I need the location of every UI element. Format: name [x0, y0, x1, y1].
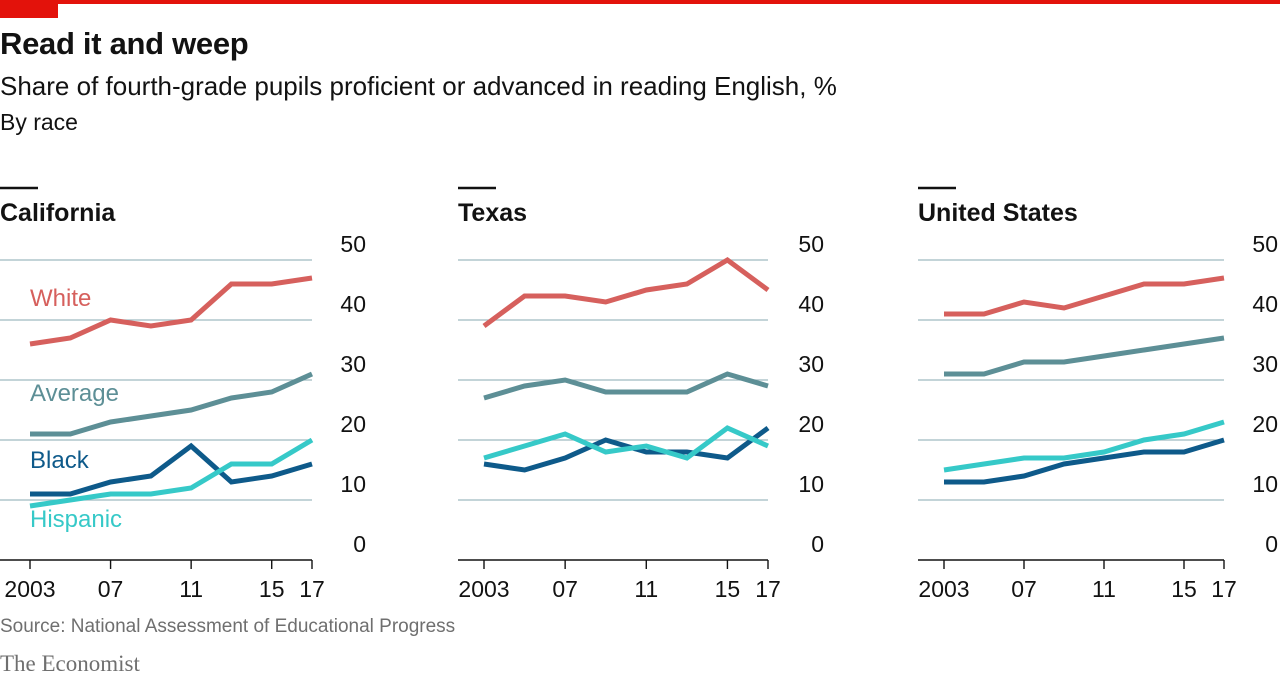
y-tick-label: 10 [1252, 471, 1278, 497]
panel-title-texas: Texas [458, 199, 527, 227]
y-tick-label: 30 [340, 351, 366, 377]
x-tick-label: 11 [634, 576, 658, 602]
panel-title-california: California [0, 199, 116, 227]
x-tick-label: 11 [179, 576, 203, 602]
y-tick-label: 50 [340, 231, 366, 257]
x-tick-label: 15 [259, 576, 285, 602]
x-tick-label: 07 [1011, 576, 1037, 602]
series-line-white [29, 275, 313, 347]
y-tick-label: 50 [1252, 231, 1278, 257]
series-label-hispanic: Hispanic [30, 506, 122, 533]
x-tick-label: 07 [98, 576, 124, 602]
y-tick-label: 40 [340, 291, 366, 317]
series-line-white [944, 275, 1225, 317]
series-line-average [483, 371, 769, 401]
series-label-average: Average [30, 380, 119, 407]
panel-united-states: United States 0 10 20 30 40 50 2003 07 11 15 17 [918, 186, 1278, 602]
series-line-white [482, 257, 770, 329]
chart-title: Read it and weep [0, 26, 249, 61]
brand-logo-text: The Economist [0, 651, 140, 676]
series-line-black [483, 425, 770, 473]
x-tick-label: 15 [715, 576, 741, 602]
y-tick-label: 0 [811, 531, 824, 557]
panel-california: California 0 10 20 30 40 50 2003 07 11 15 17 White Av… [0, 186, 366, 602]
x-tick-label: 17 [299, 576, 325, 602]
y-tick-label: 20 [1252, 411, 1278, 437]
y-tick-label: 20 [798, 411, 824, 437]
panel-title-united-states: United States [918, 199, 1078, 227]
series-label-black: Black [30, 447, 90, 474]
series-line-hispanic [483, 425, 770, 461]
series-line-black [30, 442, 313, 497]
y-tick-label: 50 [798, 231, 824, 257]
x-tick-label: 2003 [918, 576, 969, 602]
y-tick-label: 40 [1252, 291, 1278, 317]
top-accent-rule [0, 0, 1280, 4]
y-tick-label: 40 [798, 291, 824, 317]
series-line-black [944, 437, 1225, 485]
y-tick-label: 20 [340, 411, 366, 437]
panel-texas: Texas 0 10 20 30 40 50 2003 07 11 15 17 [458, 186, 824, 602]
x-tick-label: 17 [755, 576, 781, 602]
series-label-white: White [30, 285, 91, 312]
x-tick-label: 15 [1171, 576, 1197, 602]
y-tick-label: 30 [1252, 351, 1278, 377]
source-note: Source: National Assessment of Education… [0, 616, 456, 637]
x-tick-label: 11 [1092, 576, 1116, 602]
y-tick-label: 0 [1265, 531, 1278, 557]
chart-subtitle: Share of fourth-grade pupils proficient … [0, 71, 837, 101]
economist-red-tag [0, 0, 58, 18]
small-multiples-charts: California 0 10 20 30 40 50 2003 07 11 15 17 White Av… [0, 186, 1278, 602]
series-line-average [30, 371, 314, 437]
x-tick-label: 2003 [458, 576, 509, 602]
series-line-hispanic [29, 437, 314, 509]
y-tick-label: 10 [340, 471, 366, 497]
series-line-average [944, 335, 1225, 377]
x-tick-label: 2003 [4, 576, 55, 602]
y-tick-label: 10 [798, 471, 824, 497]
y-tick-label: 30 [798, 351, 824, 377]
y-tick-label: 0 [353, 531, 366, 557]
x-tick-label: 17 [1211, 576, 1237, 602]
chart-byline: By race [0, 109, 78, 135]
series-line-hispanic [943, 419, 1225, 473]
x-tick-label: 07 [552, 576, 578, 602]
